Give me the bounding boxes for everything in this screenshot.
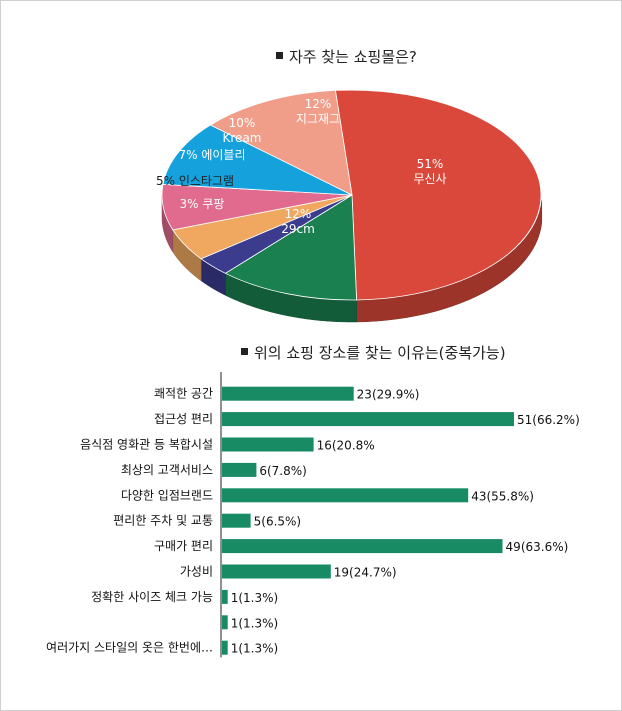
pie-slice-무신사 [334,89,542,301]
bar-category-label: 접근성 편리 [154,412,213,426]
bar-가성비 [222,564,331,579]
bar-category-label: 쾌적한 공간 [154,387,213,401]
bar-value-label: 6(7.8%) [259,464,306,478]
pie-label-에이블리: 7% 에이블리 [178,148,245,162]
bar-최상의 고객서비스 [222,462,257,477]
bar-category-label: 가성비 [180,565,213,579]
bar-음식점 영화관 등 복합시설 [222,437,314,452]
bar-category-label: 구매가 편리 [154,539,213,553]
title-square-icon [276,52,283,59]
bar-category-label: 다양한 입점브랜드 [121,488,213,502]
bar-접근성 편리 [222,412,514,427]
bar-구매가 편리 [222,539,503,554]
bar-정확한 사이즈 체크 가능 [222,589,228,604]
pie-chart-title: 자주 찾는 쇼핑몰은? [276,46,417,67]
bar-편리한 주차 및 교통 [222,513,251,528]
bar-value-label: 23(29.9%) [357,388,420,402]
pie-label-29cm: 29cm [281,222,315,236]
bar-chart: 쾌적한 공간 23(29.9%) 접근성 편리 51(66.2%) 음식점 영화관 등 … [46,372,580,658]
pie-label-인스타그램: 5% 인스타그램 [156,174,234,188]
bar-value-label: 19(24.7%) [334,566,397,580]
bar-value-label: 1(1.3%) [231,642,278,656]
bar-value-label: 49(63.6%) [506,540,569,554]
bar-value-label: 5(6.5%) [254,515,301,529]
bar-다양한 입점브랜드 [222,488,469,503]
bar-category-label: 정확한 사이즈 체크 가능 [91,590,213,604]
pie-slice-29cm [224,194,358,301]
bar-value-label: 51(66.2%) [517,413,580,427]
bar-value-label: 16(20.8% [317,439,375,453]
pie-value-지그재그: 12% [305,97,332,111]
pie-value-29cm: 12% [285,207,312,221]
bar-category-label: 최상의 고객서비스 [121,463,213,477]
pie-slice-Kream [162,124,353,196]
pie-value-무신사: 51% [417,157,444,171]
bar-value-label: 43(55.8%) [471,489,534,503]
bar-category-label: 여러가지 스타일의 옷은 한번에… [46,641,213,655]
pie-label-Kream: Kream [223,131,262,145]
bar-category-label: 음식점 영화관 등 복합시설 [80,438,213,452]
bar-value-label: 1(1.3%) [231,591,278,605]
bar-chart-title: 위의 쇼핑 장소를 찾는 이유는(중복가능) [241,342,506,363]
bar-쾌적한 공간 [222,386,354,401]
title-square-icon [241,348,248,355]
pie-label-지그재그: 지그재그 [296,112,340,126]
pie-label-무신사: 무신사 [413,172,446,186]
pie-label-쿠팡: 3% 쿠팡 [180,197,225,211]
pie-value-Kream: 10% [229,116,256,130]
bar-value-label: 1(1.3%) [231,616,278,630]
pie-slice-지그재그 [209,89,353,196]
bar-unlabeled [222,615,228,630]
bar-여러가지 스타일의 옷은 한번에… [222,640,228,655]
bar-category-label: 편리한 주차 및 교통 [113,514,213,528]
